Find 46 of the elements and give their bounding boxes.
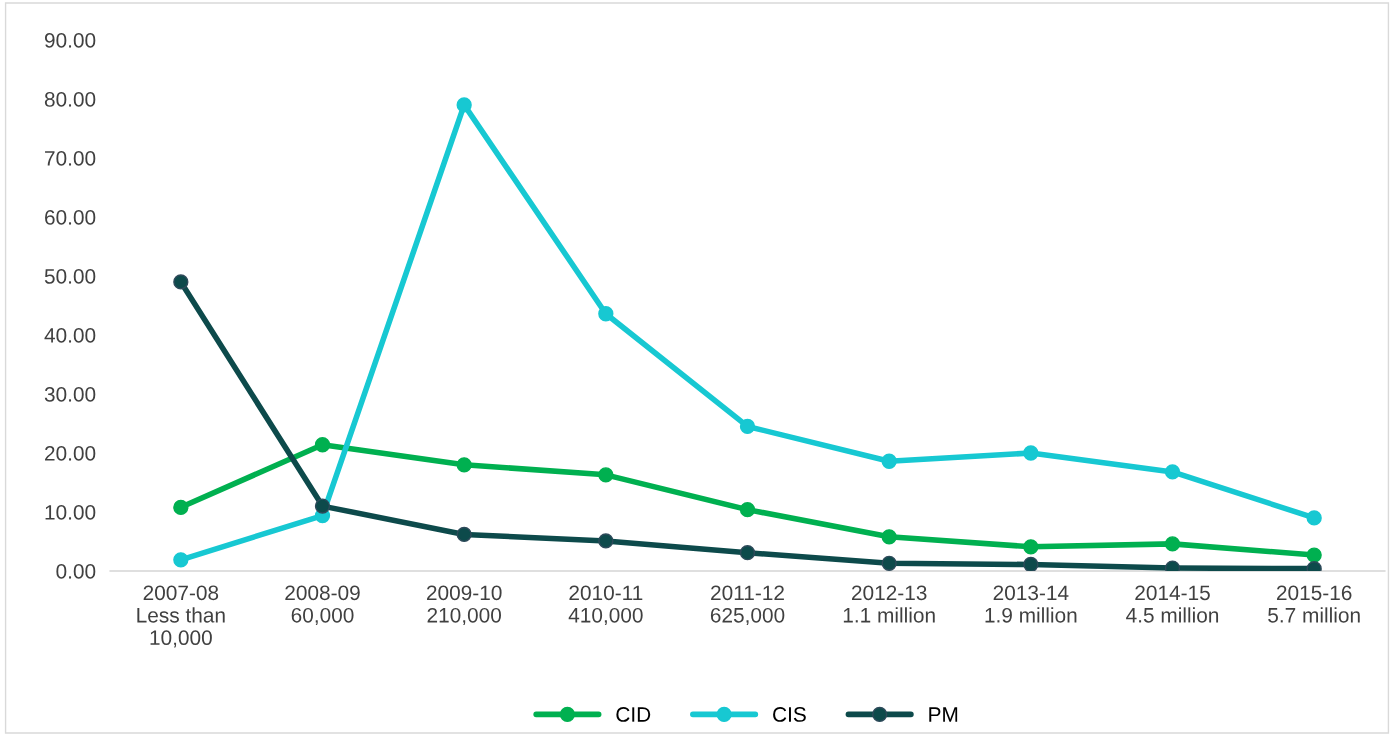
point	[1023, 556, 1039, 571]
point	[1164, 536, 1181, 552]
point	[173, 274, 189, 290]
point	[1306, 510, 1322, 526]
x-tick-label: 2012-13 1.1 million	[843, 585, 935, 623]
point	[881, 529, 897, 545]
x-tick-label: 2007-08 Less than 10,000	[137, 585, 225, 648]
point	[739, 418, 756, 435]
point	[1164, 464, 1181, 480]
legend-label: PM	[929, 707, 958, 722]
y-tick-label: 0.00	[56, 564, 96, 579]
point	[1023, 445, 1039, 461]
point	[598, 306, 614, 322]
point	[739, 545, 756, 561]
point	[881, 555, 897, 571]
y-tick-label: 90.00	[44, 33, 96, 48]
y-tick-label: 80.00	[44, 92, 96, 107]
y-tick-label: 20.00	[45, 446, 96, 461]
x-tick-label: 2013-14 1.9 million	[985, 585, 1077, 623]
y-tick-label: 30.00	[44, 387, 96, 402]
y-tick-label: 60.00	[45, 210, 96, 225]
point	[173, 499, 189, 515]
point	[1023, 539, 1039, 555]
y-tick-label: 50.00	[44, 269, 96, 284]
x-tick-label: 2008-09 60,000	[285, 585, 360, 626]
point	[314, 437, 331, 453]
x-tick-label: 2010-11 410,000	[568, 585, 643, 626]
x-tick-label: 2014-15 4.5 million	[1126, 585, 1219, 623]
legend-label: CIS	[773, 707, 806, 722]
point	[456, 526, 472, 543]
point	[739, 502, 756, 518]
point	[456, 97, 472, 113]
x-tick-label: 2015-16 5.7 million	[1268, 585, 1360, 623]
point	[1306, 547, 1322, 563]
point	[881, 453, 897, 469]
point	[598, 533, 614, 549]
point	[173, 552, 189, 568]
point	[456, 457, 472, 473]
x-tick-label: 2009-10 210,000	[426, 585, 502, 626]
x-tick-label: 2011-12 625,000	[710, 585, 785, 626]
y-tick-label: 70.00	[45, 151, 96, 166]
y-tick-label: 40.00	[44, 328, 96, 343]
point	[314, 498, 331, 514]
y-tick-label: 10.00	[45, 505, 96, 520]
point	[598, 467, 614, 483]
legend-label: CID	[616, 707, 651, 722]
